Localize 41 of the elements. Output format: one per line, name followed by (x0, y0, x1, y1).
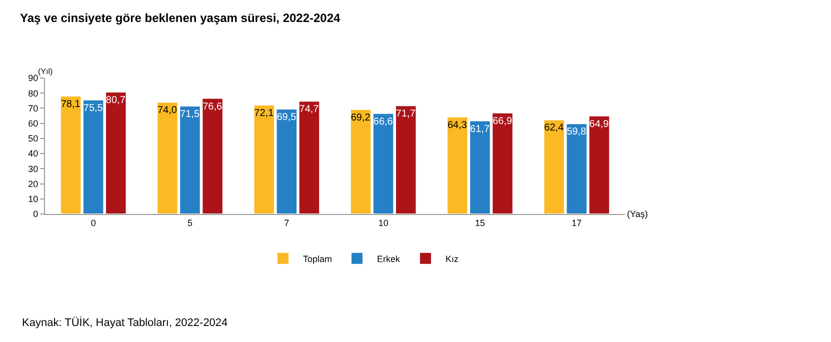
text: Kaynak: TÜİK, Hayat Tabloları, 2022-2024 (22, 316, 228, 329)
data-label: 62,4 (544, 122, 564, 134)
x-axis-title: (Yaş) (627, 209, 648, 219)
x-tick-label: 0 (90, 218, 96, 228)
data-label: 76,6 (202, 101, 223, 112)
data-label: 69,5 (276, 112, 297, 123)
data-label: 78,1 (60, 98, 81, 110)
data-label: 64,3 (447, 120, 468, 131)
y-tick-label: 40 (28, 148, 38, 159)
legend-label: Erkek (377, 254, 401, 264)
chart-title: Yaş ve cinsiyete göre beklenen yaşam süresi, 2022-2024 (20, 11, 341, 26)
data-label: 72,1 (254, 108, 274, 120)
y-axis-title: (Yıl) (38, 67, 53, 76)
data-label: 71,7 (396, 108, 416, 120)
y-tick-label: 90 (28, 73, 38, 84)
y-tick-label: 80 (28, 88, 38, 98)
data-label: 66,6 (373, 116, 394, 128)
y-tick-label: 50 (28, 134, 38, 144)
y-tick-label: 60 (28, 118, 38, 128)
data-label: 75,5 (83, 102, 104, 114)
y-tick-label: 20 (28, 178, 38, 189)
data-label: 61,7 (470, 124, 490, 135)
x-tick-label: 7 (284, 218, 290, 228)
data-label: 74,7 (299, 104, 320, 116)
data-label: 71,5 (180, 108, 200, 120)
x-tick-label: 10 (378, 218, 388, 228)
x-tick-label: 15 (474, 218, 486, 228)
y-tick-label: 10 (28, 194, 38, 204)
data-label: 66,9 (492, 116, 513, 127)
data-label: 69,2 (350, 112, 371, 124)
x-tick-label: 17 (572, 218, 582, 228)
data-label: 80,7 (106, 95, 126, 106)
y-tick-label: 70 (28, 103, 38, 114)
legend-label: Kız (446, 254, 460, 264)
data-label: 59,8 (566, 126, 587, 138)
data-label: 74,0 (157, 105, 178, 116)
y-tick-label: 0 (33, 209, 38, 220)
data-label: 64,9 (589, 118, 610, 130)
legend-label: Toplam (303, 254, 332, 264)
x-tick-label: 5 (187, 218, 193, 228)
y-tick-label: 30 (28, 164, 38, 174)
